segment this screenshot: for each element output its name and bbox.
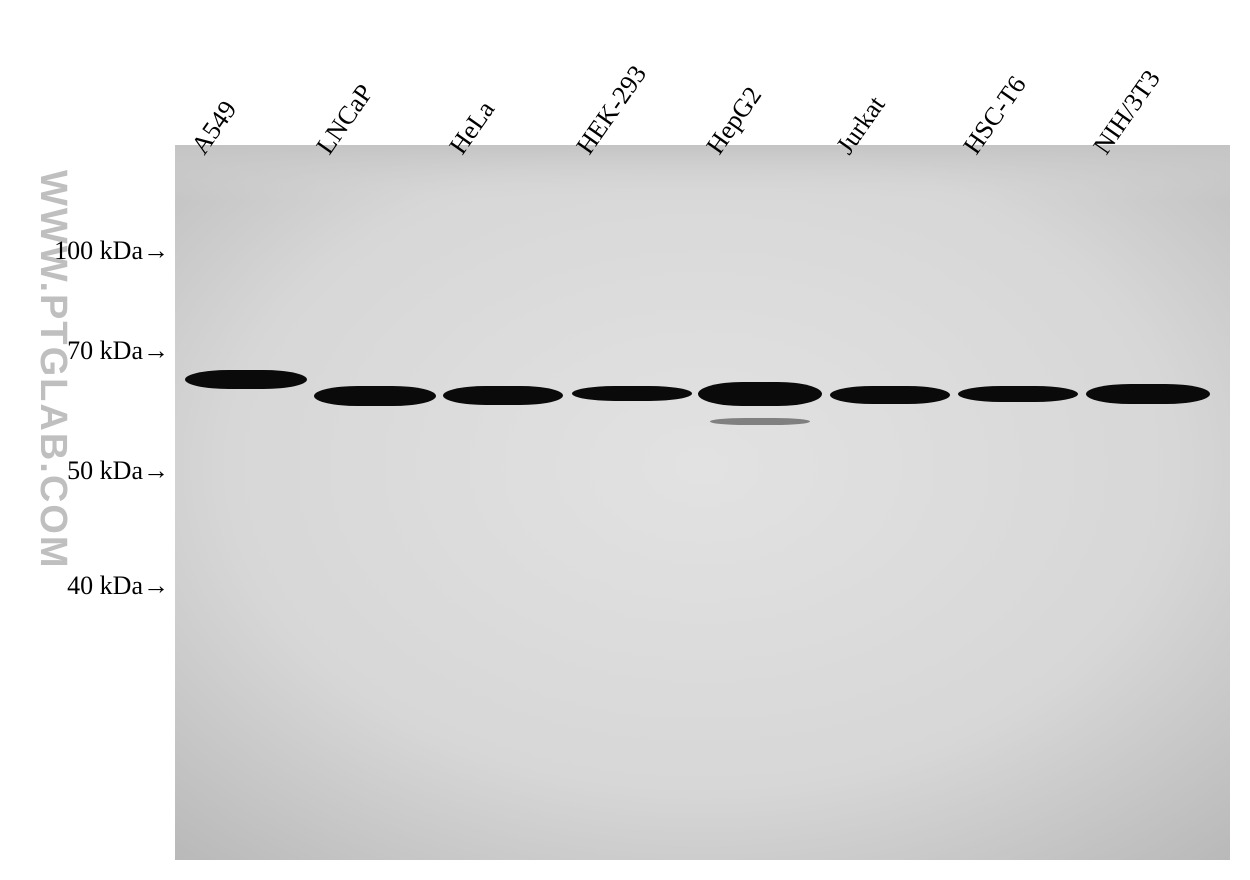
mw-marker-text: 50 kDa xyxy=(67,456,143,485)
western-blot-figure: WWW.PTGLAB.COM A549LNCaPHeLaHEK-293HepG2… xyxy=(0,0,1250,880)
protein-band xyxy=(1086,384,1210,404)
protein-band-secondary xyxy=(710,418,810,425)
mw-marker: 100 kDa→ xyxy=(54,236,169,266)
watermark-text: WWW.PTGLAB.COM xyxy=(31,170,74,569)
mw-marker-text: 40 kDa xyxy=(67,571,143,600)
arrow-right-icon: → xyxy=(143,236,169,265)
protein-band xyxy=(185,370,307,389)
protein-band xyxy=(443,386,563,405)
protein-band xyxy=(958,386,1078,402)
arrow-right-icon: → xyxy=(143,571,169,600)
arrow-right-icon: → xyxy=(143,336,169,365)
arrow-right-icon: → xyxy=(143,456,169,485)
mw-marker-text: 70 kDa xyxy=(67,336,143,365)
mw-marker: 70 kDa→ xyxy=(67,336,169,366)
blot-background xyxy=(175,145,1230,860)
protein-band xyxy=(572,386,692,401)
blot-membrane xyxy=(175,145,1230,860)
mw-marker-text: 100 kDa xyxy=(54,236,143,265)
protein-band xyxy=(314,386,436,406)
mw-marker: 50 kDa→ xyxy=(67,456,169,486)
protein-band xyxy=(830,386,950,404)
protein-band xyxy=(698,382,822,406)
mw-marker: 40 kDa→ xyxy=(67,571,169,601)
